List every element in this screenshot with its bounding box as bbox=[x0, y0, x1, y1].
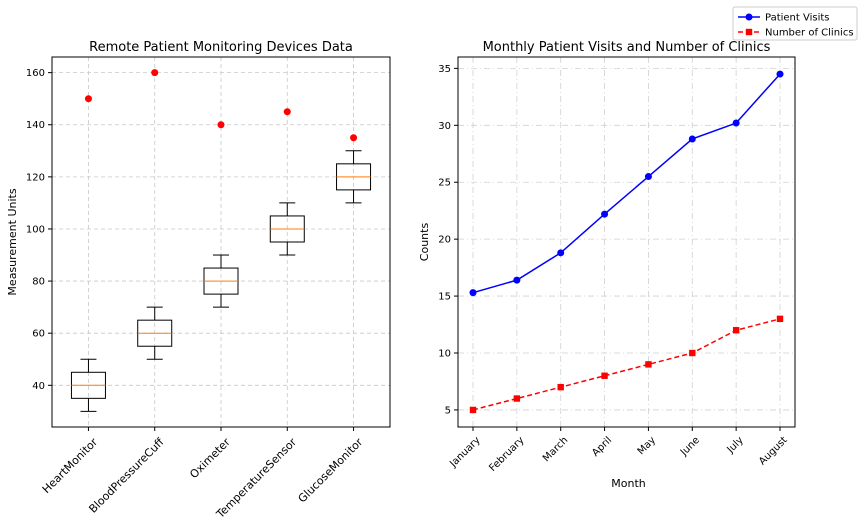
box-plot-y-ticks: 40 60 80 100 120 140 160 bbox=[26, 68, 52, 392]
outlier-point bbox=[217, 121, 225, 129]
legend-item: Patient Visits bbox=[738, 13, 830, 24]
series-patient-visits bbox=[469, 70, 784, 297]
legend-items: Patient Visits Number of Clinics bbox=[738, 13, 854, 39]
data-point bbox=[689, 349, 696, 357]
legend-label: Patient Visits bbox=[765, 13, 830, 24]
data-point bbox=[601, 210, 609, 218]
x-tick-label: March bbox=[541, 435, 570, 464]
data-point bbox=[644, 173, 652, 181]
legend-marker bbox=[745, 28, 753, 36]
data-point bbox=[732, 119, 740, 127]
y-tick-label: 15 bbox=[438, 292, 451, 303]
line-chart: 5 10 15 20 25 30 35 January February March April M… bbox=[418, 40, 796, 490]
x-tick-label: February bbox=[487, 435, 526, 474]
outlier-point bbox=[283, 108, 291, 116]
x-tick-label: April bbox=[590, 435, 614, 459]
data-point bbox=[732, 327, 740, 334]
data-point bbox=[776, 70, 784, 78]
y-tick-label: 120 bbox=[26, 172, 45, 183]
x-tick-label: GlucoseMonitor bbox=[296, 435, 366, 505]
x-tick-label: BloodPressureCuff bbox=[86, 435, 166, 515]
y-tick-label: 60 bbox=[32, 329, 45, 340]
line-chart-frame bbox=[457, 56, 796, 428]
line-chart-series bbox=[469, 70, 784, 414]
legend-marker bbox=[745, 13, 753, 21]
box-heartmonitor bbox=[70, 358, 106, 412]
data-point bbox=[645, 361, 652, 368]
box-temperaturesensor bbox=[269, 202, 305, 256]
y-tick-label: 30 bbox=[438, 121, 451, 132]
line-chart-title: Monthly Patient Visits and Number of Cli… bbox=[483, 40, 771, 55]
data-point bbox=[601, 372, 608, 379]
line-chart-y-axis-label: Counts bbox=[418, 223, 431, 262]
series-number-of-clinics bbox=[469, 315, 784, 414]
x-tick-label: Oximeter bbox=[187, 435, 233, 481]
box-plot-grid bbox=[52, 57, 390, 427]
line-chart-x-ticks: January February March April May June July Augu… bbox=[447, 427, 790, 474]
x-tick-label: May bbox=[636, 435, 658, 457]
y-tick-label: 160 bbox=[26, 68, 45, 79]
box-plot-outliers bbox=[84, 69, 358, 142]
legend-item: Number of Clinics bbox=[738, 28, 854, 39]
chart-legend: Patient Visits Number of Clinics bbox=[732, 6, 858, 41]
y-tick-label: 40 bbox=[32, 381, 45, 392]
data-point bbox=[557, 249, 565, 257]
box-plot-title: Remote Patient Monitoring Devices Data bbox=[89, 40, 353, 55]
data-point bbox=[688, 135, 696, 143]
box-bloodpressurecuff bbox=[137, 306, 173, 360]
y-tick-label: 5 bbox=[445, 405, 451, 416]
x-tick-label: August bbox=[757, 435, 790, 468]
outlier-point bbox=[350, 134, 358, 142]
y-tick-label: 35 bbox=[438, 64, 451, 75]
legend-box bbox=[732, 6, 858, 41]
series-line bbox=[472, 318, 781, 411]
legend-label: Number of Clinics bbox=[765, 28, 854, 39]
y-tick-label: 100 bbox=[26, 224, 45, 235]
y-tick-label: 10 bbox=[438, 349, 451, 360]
box-plot-boxes bbox=[70, 150, 372, 412]
data-point bbox=[469, 406, 477, 414]
line-chart-y-ticks: 5 10 15 20 25 30 35 bbox=[438, 64, 458, 416]
line-chart-x-axis-label: Month bbox=[611, 477, 646, 490]
outlier-point bbox=[84, 95, 92, 103]
data-point bbox=[513, 395, 521, 402]
x-tick-label: January bbox=[447, 435, 482, 470]
data-point bbox=[469, 289, 477, 297]
x-tick-label: HeartMonitor bbox=[40, 435, 101, 496]
data-point bbox=[776, 315, 784, 323]
data-point bbox=[513, 276, 521, 284]
box-glucosemonitor bbox=[336, 150, 372, 204]
y-tick-label: 80 bbox=[32, 277, 45, 288]
outlier-point bbox=[151, 69, 159, 77]
data-point bbox=[557, 383, 564, 391]
line-chart-grid bbox=[458, 57, 795, 427]
y-tick-label: 20 bbox=[438, 235, 451, 246]
y-tick-label: 25 bbox=[438, 178, 451, 189]
box-plot-chart: 40 60 80 100 120 140 160 HeartMonitorBloodPres… bbox=[6, 40, 391, 521]
box-plot-y-axis-label: Measurement Units bbox=[6, 188, 19, 295]
y-tick-label: 140 bbox=[26, 120, 45, 131]
x-tick-label: June bbox=[678, 435, 702, 459]
box-oximeter bbox=[203, 254, 239, 308]
series-line bbox=[472, 73, 781, 294]
x-tick-label: July bbox=[725, 435, 746, 456]
